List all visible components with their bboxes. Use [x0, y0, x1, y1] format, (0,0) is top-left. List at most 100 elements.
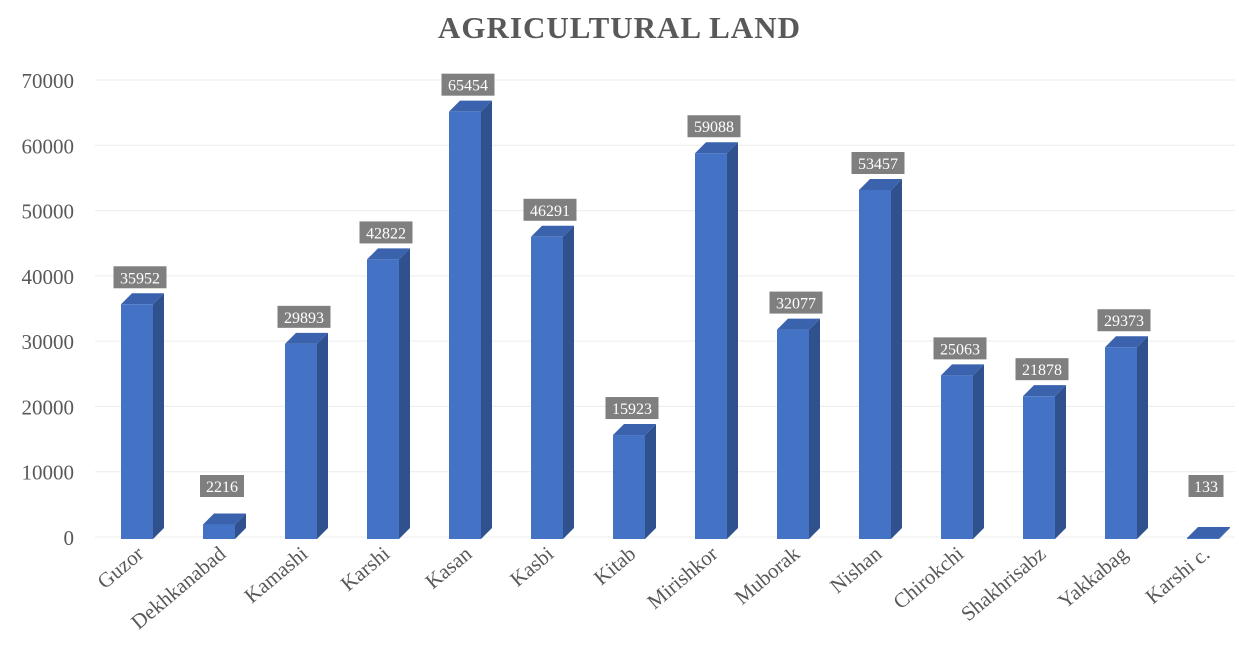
- y-tick-label: 40000: [22, 265, 75, 289]
- data-label: 15923: [605, 397, 659, 420]
- bar-top: [531, 225, 574, 237]
- bar-kasbi: [531, 225, 574, 540]
- y-tick-label: 30000: [22, 330, 75, 354]
- x-tick-label: Guzor: [93, 541, 149, 593]
- bar-top: [777, 318, 820, 330]
- data-label-box: [441, 73, 495, 96]
- x-tick-label: Karshi c.: [1141, 541, 1215, 608]
- bar-kasan: [449, 100, 492, 539]
- bar-top: [859, 179, 902, 191]
- data-label-text: 53457: [858, 156, 898, 173]
- bar-chirokchi: [941, 364, 984, 539]
- x-tick-label: Kitab: [589, 541, 640, 589]
- data-label-box: [687, 115, 741, 138]
- bar-top: [367, 248, 410, 260]
- data-labels: 35952 2216 29893 42822 65454 46291 15923 59088 3…: [113, 73, 1224, 497]
- bar-yakkabag: [1105, 336, 1148, 539]
- bar-karshi: [367, 248, 410, 539]
- y-tick-label: 70000: [22, 69, 75, 93]
- data-label-box: [769, 291, 823, 314]
- data-label-text: 133: [1194, 479, 1218, 496]
- x-tick-label: Chirokchi: [888, 541, 968, 613]
- bar-mirishkor: [695, 142, 738, 539]
- bar-top: [203, 513, 246, 525]
- data-label: 29373: [1097, 309, 1151, 332]
- bar-front: [1105, 347, 1137, 539]
- bar-shakhrisabz: [1023, 385, 1066, 539]
- bar-side: [727, 142, 738, 539]
- data-label: 53457: [851, 152, 905, 175]
- bar-dekhkanabad: [203, 513, 246, 539]
- bar-side: [809, 318, 820, 539]
- bar-top: [941, 364, 984, 376]
- bar-side: [317, 332, 328, 539]
- data-label-text: 2216: [206, 479, 238, 496]
- y-tick-label: 0: [64, 526, 75, 550]
- data-label-text: 35952: [120, 270, 160, 287]
- bar-guzor: [121, 293, 164, 539]
- data-label: 25063: [933, 337, 987, 360]
- bar-top: [1105, 336, 1148, 348]
- bar-side: [481, 100, 492, 539]
- bar-kamashi: [285, 332, 328, 539]
- bar-side: [973, 364, 984, 539]
- bar-side: [563, 225, 574, 540]
- bar-side: [1137, 336, 1148, 539]
- y-tick-label: 50000: [22, 200, 75, 224]
- data-label: 59088: [687, 115, 741, 138]
- bar-side: [1055, 385, 1066, 539]
- bar-top: [1023, 385, 1066, 397]
- data-label-box: [1188, 475, 1224, 497]
- data-label: 32077: [769, 291, 823, 314]
- data-label-text: 29373: [1104, 313, 1144, 330]
- bar-front: [941, 375, 973, 539]
- data-label-text: 29893: [284, 310, 324, 327]
- data-label-text: 15923: [612, 401, 652, 418]
- y-axis-ticks: 0 10000 20000 30000 40000 50000 60000 70000: [22, 69, 75, 550]
- data-label: 133: [1188, 475, 1224, 497]
- bar-front: [1023, 396, 1055, 539]
- data-label-box: [200, 475, 244, 497]
- chart-title: AGRICULTURAL LAND: [438, 10, 801, 45]
- data-label-box: [523, 198, 577, 221]
- bar-side: [399, 248, 410, 539]
- data-label-text: 25063: [940, 341, 980, 358]
- x-tick-label: Karshi: [336, 541, 394, 595]
- data-label-text: 59088: [694, 119, 734, 136]
- y-tick-label: 60000: [22, 134, 75, 158]
- data-label-text: 42822: [366, 225, 406, 242]
- bar-karshi-c: [1187, 527, 1230, 539]
- bar-top: [613, 424, 656, 436]
- bar-front: [203, 524, 235, 539]
- bar-front: [531, 236, 563, 540]
- data-label-text: 65454: [448, 78, 488, 95]
- data-label-text: 21878: [1022, 362, 1062, 379]
- x-tick-label: Kasbi: [505, 541, 558, 591]
- data-label: 35952: [113, 266, 167, 289]
- x-tick-label: Kasan: [421, 541, 477, 593]
- bar-front: [367, 259, 399, 539]
- bar-top: [1187, 527, 1230, 538]
- data-label: 2216: [200, 475, 244, 497]
- bar-top: [449, 100, 492, 112]
- bar-muborak: [777, 318, 820, 539]
- data-label: 65454: [441, 73, 495, 96]
- y-tick-label: 20000: [22, 395, 75, 419]
- data-label-box: [359, 221, 413, 244]
- data-label-box: [113, 266, 167, 289]
- bar-front: [695, 153, 727, 539]
- data-label: 42822: [359, 221, 413, 244]
- bar-front: [285, 343, 317, 539]
- bar-front: [449, 111, 481, 539]
- y-tick-label: 10000: [22, 461, 75, 485]
- bar-front: [1187, 538, 1219, 539]
- bar-top: [285, 332, 328, 344]
- bar-side: [645, 424, 656, 539]
- bar-side: [153, 293, 164, 539]
- bars: [121, 100, 1230, 540]
- data-label-box: [933, 337, 987, 360]
- bar-side: [891, 179, 902, 540]
- bar-top: [695, 142, 738, 154]
